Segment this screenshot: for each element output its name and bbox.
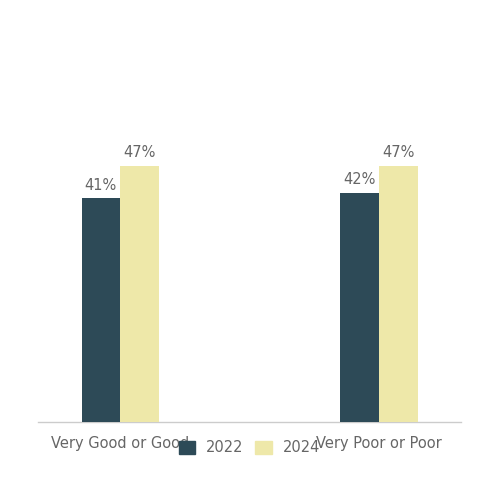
Bar <box>120 166 159 422</box>
Legend: 2022, 2024: 2022, 2024 <box>173 434 326 461</box>
Bar <box>82 198 120 422</box>
Bar <box>379 166 418 422</box>
Text: 42%: 42% <box>343 172 376 187</box>
Bar <box>340 193 379 422</box>
Text: 47%: 47% <box>382 145 415 160</box>
Text: 41%: 41% <box>85 178 117 193</box>
Text: 47%: 47% <box>123 145 156 160</box>
